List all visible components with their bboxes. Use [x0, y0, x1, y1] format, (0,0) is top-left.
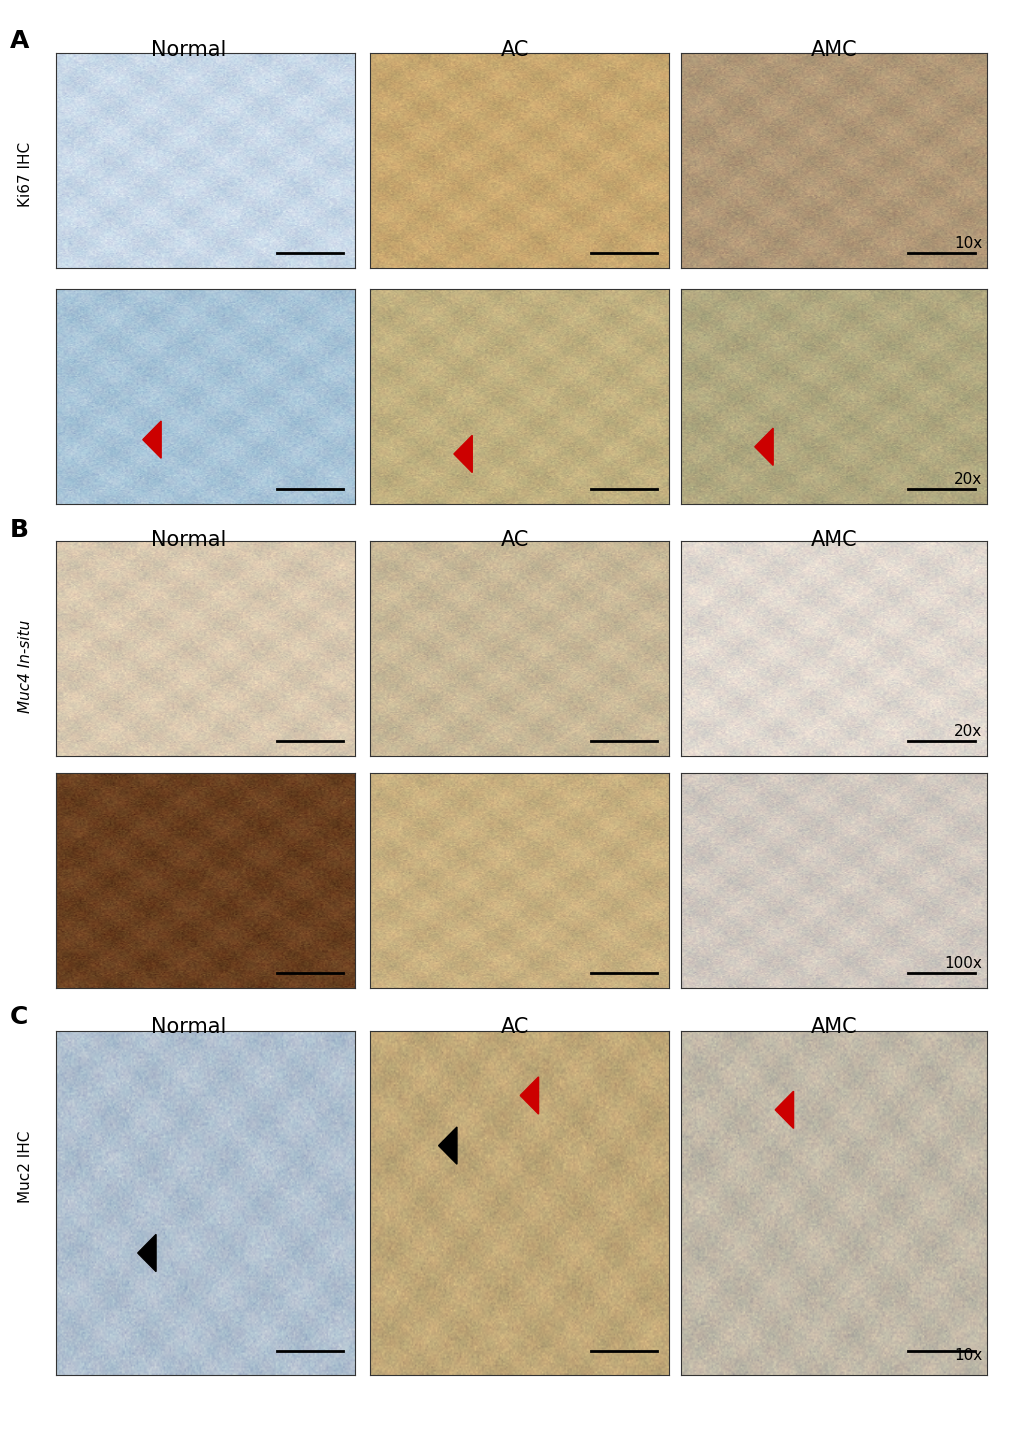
Text: Normal: Normal [151, 530, 226, 550]
Text: AC: AC [500, 40, 529, 60]
Text: Muc2 IHC: Muc2 IHC [18, 1131, 33, 1203]
Text: 20x: 20x [953, 473, 981, 487]
Text: Muc4 In-situ: Muc4 In-situ [18, 619, 33, 713]
Text: 20x: 20x [953, 725, 981, 739]
Text: Normal: Normal [151, 1017, 226, 1037]
Text: Ki67 IHC: Ki67 IHC [18, 142, 33, 208]
Text: A: A [10, 29, 30, 53]
Text: AC: AC [500, 1017, 529, 1037]
Text: Normal: Normal [151, 40, 226, 60]
Text: 100x: 100x [944, 957, 981, 971]
Text: 10x: 10x [953, 1348, 981, 1363]
Text: C: C [10, 1005, 29, 1030]
Text: 10x: 10x [953, 236, 981, 251]
Text: AMC: AMC [810, 530, 857, 550]
Text: B: B [10, 518, 30, 543]
Text: AMC: AMC [810, 40, 857, 60]
Text: AMC: AMC [810, 1017, 857, 1037]
Text: AC: AC [500, 530, 529, 550]
